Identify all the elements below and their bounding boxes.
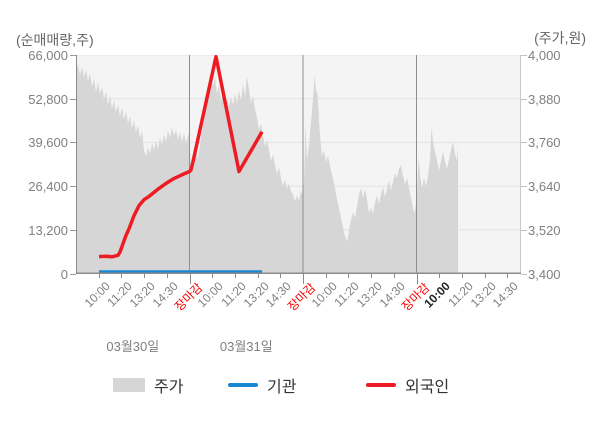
- time-tick-mark: [507, 274, 509, 278]
- time-tick-mark: [303, 274, 304, 284]
- date-label: 03월31일: [219, 339, 273, 354]
- volume-tick-label: 52,800: [28, 91, 68, 107]
- time-tick-mark: [212, 274, 214, 278]
- time-tick-mark: [144, 274, 146, 278]
- legend-label: 외국인: [405, 379, 450, 396]
- time-tick-mark: [393, 274, 395, 278]
- chart-plot-area[interactable]: [76, 55, 521, 274]
- volume-axis-title: (순매매량,주): [16, 32, 94, 48]
- price-tick-label: 3,760: [528, 135, 561, 151]
- legend-item-foreigner: 외국인: [366, 372, 449, 398]
- price-tick-mark: [521, 186, 527, 188]
- legend-label: 주가: [154, 379, 184, 396]
- price-tick-label: 4,000: [528, 48, 561, 63]
- time-tick-mark: [439, 274, 441, 278]
- date-label: 03월30일: [106, 339, 160, 354]
- price-tick-mark: [521, 55, 527, 56]
- time-tick-mark: [371, 274, 373, 278]
- volume-tick-mark: [70, 142, 76, 144]
- time-tick-mark: [416, 274, 418, 284]
- time-tick-mark: [166, 274, 168, 278]
- time-tick-mark: [98, 274, 100, 278]
- volume-tick-label: 39,600: [28, 135, 68, 151]
- volume-tick-mark: [70, 98, 76, 100]
- price-tick-label: 3,400: [528, 266, 561, 282]
- price-area-series: [76, 64, 458, 274]
- volume-tick-label: 26,400: [28, 179, 68, 195]
- chart-plot-svg: [76, 55, 521, 274]
- institution-line-swatch: [228, 383, 258, 387]
- price-tick-mark: [521, 98, 527, 100]
- volume-tick-label: 0: [60, 266, 68, 282]
- time-tick-mark: [234, 274, 236, 278]
- legend-label: 기관: [267, 379, 297, 396]
- time-tick-mark: [280, 274, 282, 278]
- price-area-swatch: [113, 378, 145, 392]
- time-tick-mark: [461, 274, 463, 278]
- price-tick-mark: [521, 229, 527, 231]
- time-tick-mark: [189, 274, 191, 284]
- volume-tick-mark: [70, 55, 76, 56]
- volume-tick-mark: [70, 186, 76, 188]
- legend-item-price: 주가: [113, 372, 183, 398]
- price-tick-label: 3,520: [528, 222, 561, 238]
- volume-tick-label: 13,200: [28, 222, 68, 238]
- time-tick-mark: [121, 274, 123, 278]
- time-tick-mark: [348, 274, 350, 278]
- volume-tick-mark: [70, 229, 76, 231]
- legend-item-institution: 기관: [228, 372, 296, 398]
- chart-legend: 주가 기관 외국인: [0, 372, 600, 400]
- price-tick-mark: [521, 142, 527, 144]
- time-tick-mark: [257, 274, 259, 278]
- foreigner-line-swatch: [366, 383, 396, 387]
- time-tick-mark: [484, 274, 486, 278]
- price-tick-label: 3,640: [528, 179, 561, 195]
- volume-tick-mark: [70, 273, 76, 275]
- price-tick-label: 3,880: [528, 91, 561, 107]
- price-axis-title: (주가,원): [534, 30, 586, 46]
- volume-tick-label: 66,000: [28, 48, 68, 63]
- foreigner-line-series: [98, 55, 264, 259]
- price-tick-mark: [521, 273, 527, 275]
- time-tick-mark: [325, 274, 327, 278]
